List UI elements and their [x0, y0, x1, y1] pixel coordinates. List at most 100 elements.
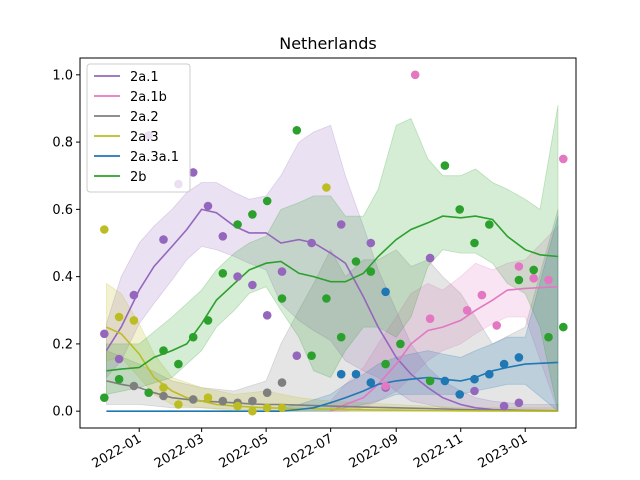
point-2b-14 [322, 294, 331, 303]
line-2a-3a-1 [106, 361, 559, 413]
point-2a-3a-1-7 [485, 369, 494, 379]
point-2a-1-6 [188, 168, 198, 177]
point-2a-3a-1-3 [381, 287, 390, 297]
point-2a-1-14 [307, 238, 316, 248]
point-2a-3a-1-5 [455, 390, 465, 399]
point-2a-3-2 [129, 316, 139, 325]
point-2b-9 [248, 210, 257, 219]
legend: 2a.1 2a.1b 2a.2 2a.3 2a.3a.1 2b [86, 63, 191, 193]
point-2a-1-19 [470, 386, 479, 396]
point-2a-1b-1 [410, 70, 420, 80]
point-2a-1-2 [129, 290, 139, 300]
point-2a-3-0 [100, 225, 109, 234]
y-tick-label: 1.0 [52, 68, 73, 83]
legend-label-2a-3a-1: 2a.3a.1 [130, 150, 179, 165]
point-2a-3-7 [248, 406, 257, 416]
point-2a-1-21 [514, 398, 524, 408]
point-2a-3-4 [174, 400, 183, 409]
y-tick-label: 0.8 [52, 136, 73, 151]
point-2a-1-12 [277, 267, 287, 276]
point-2a-1b-9 [559, 154, 568, 164]
legend-label-2b: 2b [130, 170, 147, 185]
legend-label-2a-1b: 2a.1b [130, 90, 167, 105]
point-2b-10 [262, 196, 272, 206]
point-2a-1-16 [366, 238, 376, 248]
point-2a-2-5 [248, 396, 257, 406]
y-tick-label: 0.0 [52, 405, 73, 420]
point-2a-1-0 [100, 329, 109, 339]
line-2a-1b [330, 285, 559, 412]
point-2b-18 [381, 359, 390, 369]
point-2a-1-11 [262, 311, 272, 320]
point-2a-3a-1-1 [351, 369, 361, 379]
point-2a-3-8 [262, 403, 272, 413]
point-2b-16 [351, 257, 361, 266]
point-2b-4 [174, 359, 183, 369]
point-2a-3a-1-6 [470, 374, 479, 384]
series-points [100, 70, 568, 416]
point-2b-21 [440, 161, 450, 170]
point-2a-2-0 [129, 381, 139, 391]
point-2a-3a-1-9 [514, 353, 524, 362]
y-tick-label: 0.6 [52, 203, 73, 218]
point-2a-1-9 [233, 272, 242, 281]
point-2a-1b-2 [425, 314, 435, 324]
legend-label-2a-3: 2a.3 [130, 130, 159, 145]
point-2b-11 [277, 294, 287, 303]
line-2b [106, 215, 559, 372]
point-2a-1-4 [159, 235, 168, 244]
legend-label-2a-1: 2a.1 [130, 70, 159, 85]
point-2a-1b-5 [492, 321, 502, 330]
plot-area [100, 70, 568, 416]
point-2b-23 [470, 238, 479, 248]
y-tick-label: 0.2 [52, 337, 73, 352]
point-2a-2-7 [277, 378, 287, 387]
point-2b-15 [336, 332, 346, 342]
point-2a-1b-4 [477, 290, 487, 300]
point-2b-22 [455, 205, 465, 214]
point-2a-1-1 [114, 354, 124, 364]
y-tick-label: 0.4 [52, 270, 73, 285]
point-2b-7 [218, 269, 228, 278]
point-2b-12 [292, 126, 302, 135]
point-2b-25 [514, 275, 524, 285]
point-2a-3-1 [114, 312, 124, 322]
point-2a-2-2 [188, 395, 198, 404]
point-2b-17 [366, 267, 376, 276]
point-2b-27 [544, 332, 553, 342]
point-2a-3-10 [322, 183, 331, 192]
point-2a-1-20 [499, 401, 509, 411]
point-2b-8 [233, 220, 242, 229]
point-2b-3 [159, 346, 168, 355]
point-2a-3-3 [159, 383, 168, 392]
point-2a-3a-1-4 [440, 376, 450, 386]
point-2a-2-6 [262, 388, 272, 398]
point-2b-24 [485, 220, 494, 229]
point-2a-3-6 [233, 401, 242, 411]
point-2a-1-10 [248, 280, 257, 290]
point-2a-2-1 [159, 391, 168, 401]
point-2a-1-7 [203, 201, 213, 211]
point-2b-6 [203, 316, 213, 325]
point-2b-20 [425, 376, 435, 386]
point-2a-1b-0 [381, 381, 390, 391]
point-2a-3-9 [277, 403, 287, 413]
y-axis: 0.0 0.2 0.4 0.6 0.8 1.0 [52, 68, 80, 420]
point-2b-0 [100, 393, 109, 403]
point-2b-19 [396, 339, 405, 349]
point-2a-3-5 [203, 393, 213, 403]
point-2a-1b-8 [544, 275, 553, 285]
point-2b-2 [144, 388, 153, 398]
point-2b-13 [307, 351, 316, 361]
point-2a-2-3 [218, 396, 228, 406]
point-2b-5 [188, 332, 198, 342]
point-2a-1b-7 [529, 274, 538, 283]
point-2a-1-13 [292, 351, 302, 361]
point-2a-1-18 [425, 253, 435, 263]
axes-frame [79, 57, 577, 429]
point-2a-3a-1-2 [366, 378, 376, 387]
point-2a-3a-1-8 [499, 359, 509, 369]
point-2b-26 [529, 265, 538, 275]
point-2a-3a-1-0 [336, 369, 346, 379]
